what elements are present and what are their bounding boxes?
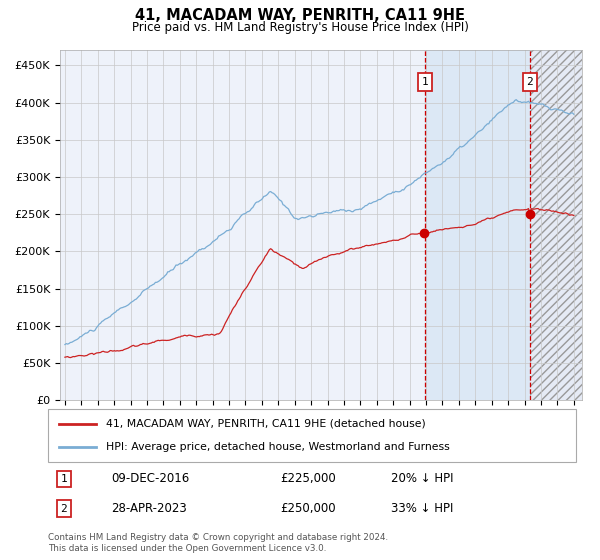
Text: £250,000: £250,000 — [280, 502, 336, 515]
Text: £225,000: £225,000 — [280, 473, 336, 486]
Text: 33% ↓ HPI: 33% ↓ HPI — [391, 502, 454, 515]
Text: 28-APR-2023: 28-APR-2023 — [112, 502, 187, 515]
Text: 41, MACADAM WAY, PENRITH, CA11 9HE (detached house): 41, MACADAM WAY, PENRITH, CA11 9HE (deta… — [106, 419, 426, 429]
Text: Price paid vs. HM Land Registry's House Price Index (HPI): Price paid vs. HM Land Registry's House … — [131, 21, 469, 34]
Text: Contains HM Land Registry data © Crown copyright and database right 2024.
This d: Contains HM Land Registry data © Crown c… — [48, 533, 388, 553]
Text: 1: 1 — [422, 77, 428, 87]
Text: 1: 1 — [61, 474, 67, 484]
Bar — [425, 50, 530, 400]
Text: 09-DEC-2016: 09-DEC-2016 — [112, 473, 190, 486]
Text: 41, MACADAM WAY, PENRITH, CA11 9HE: 41, MACADAM WAY, PENRITH, CA11 9HE — [135, 8, 465, 24]
FancyBboxPatch shape — [48, 409, 576, 462]
Text: 2: 2 — [526, 77, 533, 87]
Bar — [530, 50, 590, 400]
Text: HPI: Average price, detached house, Westmorland and Furness: HPI: Average price, detached house, West… — [106, 442, 450, 452]
Text: 20% ↓ HPI: 20% ↓ HPI — [391, 473, 454, 486]
Text: 2: 2 — [61, 503, 67, 514]
